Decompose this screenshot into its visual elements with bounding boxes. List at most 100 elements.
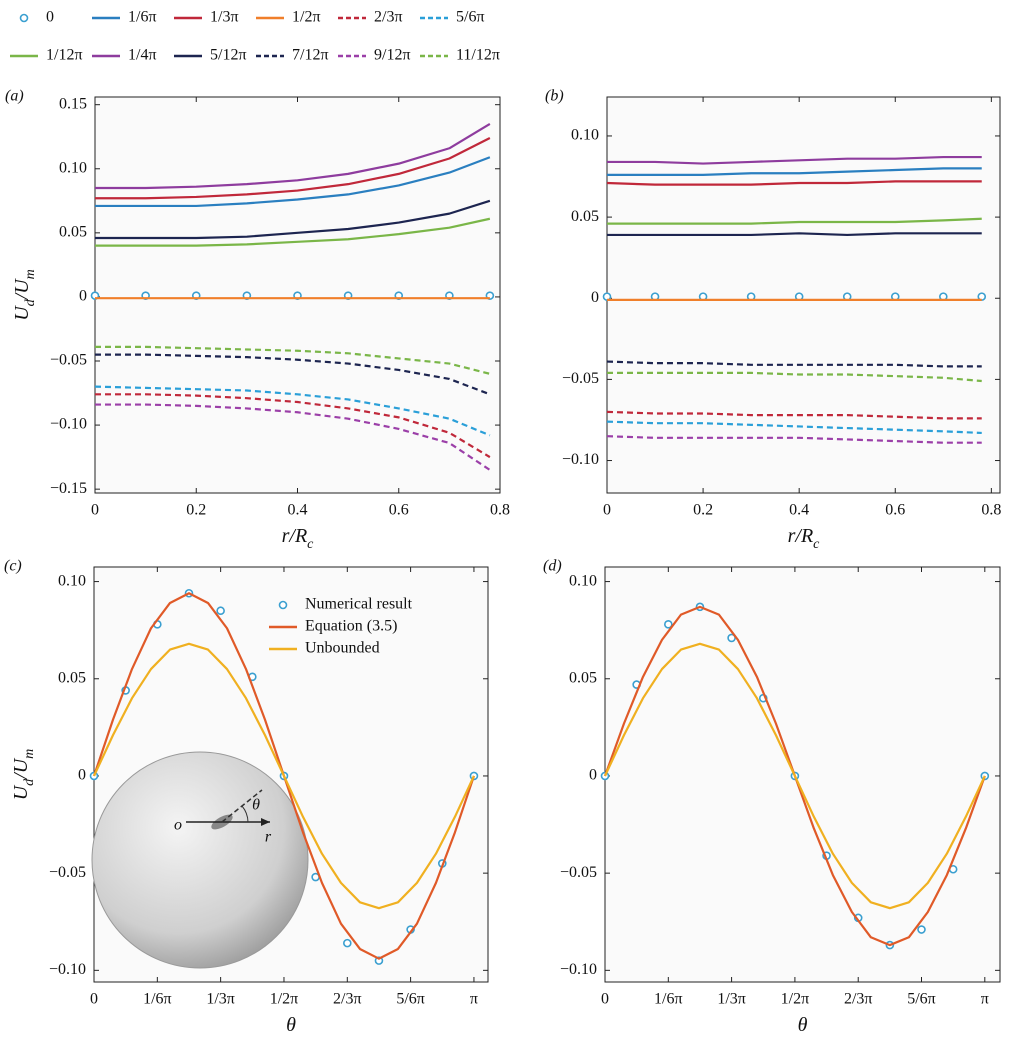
x-tick-label: 1/2π xyxy=(270,991,299,1008)
y-tick-label: −0.05 xyxy=(560,864,597,881)
data-line xyxy=(95,393,491,459)
panel-label: (b) xyxy=(545,88,564,105)
x-tick-label: 1/6π xyxy=(654,991,683,1008)
x-tick-label: 1/3π xyxy=(206,991,235,1008)
y-tick-label: 0.10 xyxy=(571,127,599,144)
legend-label: 9/12π xyxy=(374,47,411,64)
series-group xyxy=(600,602,990,950)
legend-label: 1/4π xyxy=(128,47,157,64)
y-tick-label: 0.10 xyxy=(59,159,87,176)
annotation: r xyxy=(265,829,272,846)
data-line xyxy=(607,167,982,176)
x-tick-label: 0.2 xyxy=(693,502,713,519)
legend-label: 5/12π xyxy=(210,47,247,64)
y-tick-label: 0.15 xyxy=(59,95,87,112)
y-axis-title-part: d xyxy=(22,778,37,786)
data-line xyxy=(95,345,491,375)
y-tick-label: 0.05 xyxy=(59,224,87,241)
y-tick-label: 0 xyxy=(589,767,597,784)
series-group xyxy=(89,588,479,965)
data-line xyxy=(94,385,491,437)
data-line xyxy=(95,122,491,190)
panel-label: (c) xyxy=(4,558,22,575)
y-axis-title-part: m xyxy=(22,749,37,759)
x-tick-label: π xyxy=(981,991,989,1008)
y-tick-label: 0 xyxy=(79,288,87,305)
x-tick-label: 0.6 xyxy=(885,502,905,519)
y-tick-label: −0.10 xyxy=(50,416,87,433)
annotation: o xyxy=(174,817,182,834)
x-tick-label: 0.8 xyxy=(490,502,510,519)
x-axis-title-part: c xyxy=(307,537,314,552)
y-axis-title-part: d xyxy=(23,298,38,306)
data-line xyxy=(607,217,982,225)
legend-label: Unbounded xyxy=(305,640,380,657)
x-tick-label: 0 xyxy=(603,502,611,519)
data-line xyxy=(606,420,982,435)
y-tick-label: 0 xyxy=(591,289,599,306)
x-tick-label: 0.4 xyxy=(789,502,809,519)
plot-area xyxy=(604,566,1001,983)
legend-label: 1/6π xyxy=(128,9,157,26)
x-tick-label: π xyxy=(470,991,478,1008)
x-axis-title-part: c xyxy=(813,537,820,552)
y-tick-label: 0.10 xyxy=(569,572,597,589)
y-tick-label: 0 xyxy=(78,767,86,784)
legend-label: Equation (3.5) xyxy=(305,618,397,635)
inset xyxy=(91,751,309,969)
angle-arc xyxy=(241,805,249,823)
y-tick-label: −0.10 xyxy=(562,451,599,468)
y-axis-title: Ud/Um xyxy=(11,269,38,321)
y-tick-label: −0.05 xyxy=(50,352,87,369)
legend-label: 2/3π xyxy=(374,9,403,26)
legend-label: 7/12π xyxy=(292,47,329,64)
x-axis-title: θ xyxy=(798,1014,808,1036)
x-tick-label: 5/6π xyxy=(396,991,425,1008)
x-axis-title: r/Rc xyxy=(788,525,821,552)
y-tick-label: −0.15 xyxy=(50,480,87,497)
data-line xyxy=(607,155,982,165)
x-tick-label: 0.6 xyxy=(389,502,409,519)
data-line xyxy=(95,217,491,247)
legend-label: 11/12π xyxy=(456,47,500,64)
data-line xyxy=(95,403,491,471)
data-point xyxy=(664,620,673,629)
y-axis-title: Ud/Um xyxy=(10,749,37,801)
data-line xyxy=(606,410,982,420)
legend-label: 5/6π xyxy=(456,9,485,26)
data-line xyxy=(607,232,982,237)
y-tick-label: 0.05 xyxy=(571,208,599,225)
data-line xyxy=(606,435,982,444)
arrow-head xyxy=(261,818,270,826)
data-point xyxy=(727,633,736,643)
x-tick-label: 2/3π xyxy=(333,991,362,1008)
x-tick-label: 0.4 xyxy=(288,502,308,519)
data-point xyxy=(977,292,987,301)
legend-label: 1/3π xyxy=(210,9,239,26)
data-line xyxy=(95,199,491,240)
data-line xyxy=(607,371,982,383)
y-tick-label: −0.05 xyxy=(49,864,86,881)
data-line xyxy=(95,156,491,208)
data-line xyxy=(95,137,491,200)
series-group xyxy=(602,155,987,444)
x-axis-title-part: r/R xyxy=(788,525,814,547)
x-tick-label: 0 xyxy=(91,502,99,519)
data-line xyxy=(93,642,475,910)
legend-label: 1/12π xyxy=(46,47,83,64)
y-tick-label: 0.10 xyxy=(58,572,86,589)
y-tick-label: 0.05 xyxy=(58,669,86,686)
legend-label: 1/2π xyxy=(292,9,321,26)
y-tick-label: 0.05 xyxy=(569,669,597,686)
sphere xyxy=(91,751,309,969)
x-axis-title: θ xyxy=(286,1014,296,1036)
y-tick-label: −0.05 xyxy=(562,370,599,387)
y-axis-title-part: /U xyxy=(10,757,32,780)
x-tick-label: 1/6π xyxy=(143,991,172,1008)
x-tick-label: 1/2π xyxy=(781,991,810,1008)
y-axis-title-part: m xyxy=(23,269,38,279)
x-tick-label: 0 xyxy=(90,991,98,1008)
y-axis-title-part: U xyxy=(10,784,32,800)
